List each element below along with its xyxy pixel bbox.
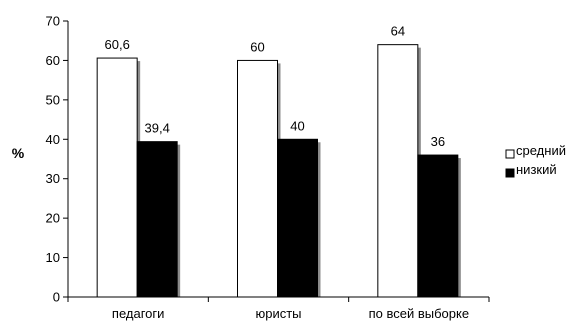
legend-swatch-средний xyxy=(505,149,515,159)
bar-средний-педагоги xyxy=(96,57,138,298)
data-label: 36 xyxy=(431,134,445,149)
bar-низкий-по всей выборке xyxy=(417,154,459,298)
y-tick-label: 10 xyxy=(46,250,60,265)
y-tick-label: 30 xyxy=(46,171,60,186)
bar-средний-по всей выборке xyxy=(377,44,419,298)
bars-layer xyxy=(96,44,461,298)
y-tick-label: 0 xyxy=(53,290,60,305)
y-tick-label: 60 xyxy=(46,53,60,68)
axes-layer xyxy=(63,20,490,302)
bar-низкий-педагоги xyxy=(136,141,178,298)
labels-layer: 60,6 39,4 педагоги 60 40 юристы 64 36 по всей вы… xyxy=(46,14,470,322)
bar-низкий-юристы xyxy=(277,138,318,298)
y-tick-label: 40 xyxy=(46,132,60,147)
data-label: 40 xyxy=(290,118,304,133)
y-axis-label: % xyxy=(12,145,25,161)
bar-средний-юристы xyxy=(237,59,278,298)
x-tick-label: педагоги xyxy=(112,306,165,321)
data-label: 60,6 xyxy=(105,37,130,52)
y-tick-label: 50 xyxy=(46,92,60,107)
x-tick-label: по всей выборке xyxy=(369,306,469,321)
x-tick-label: юристы xyxy=(255,306,301,321)
data-label: 39,4 xyxy=(145,121,170,136)
legend-swatch-низкий xyxy=(505,168,515,178)
data-label: 60 xyxy=(250,39,264,54)
legend-label: низкий xyxy=(516,162,557,177)
legend-label: средний xyxy=(516,143,566,158)
legend: средний низкий xyxy=(505,143,566,178)
y-tick-label: 70 xyxy=(46,14,60,29)
data-label: 64 xyxy=(391,24,405,39)
y-tick-label: 20 xyxy=(46,211,60,226)
